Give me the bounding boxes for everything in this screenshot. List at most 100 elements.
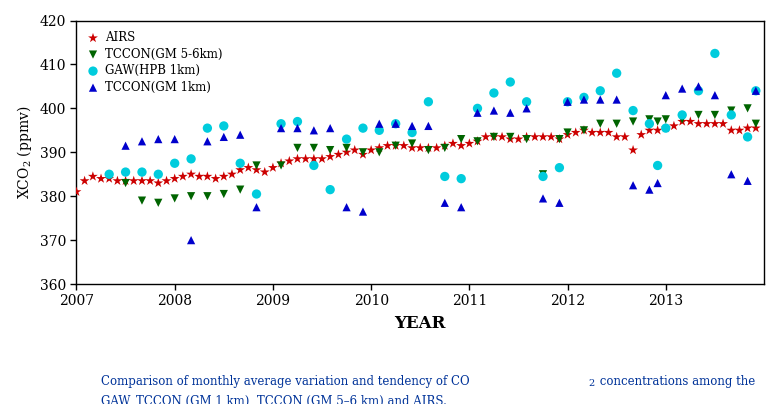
TCCON(GM 1km): [455, 204, 467, 210]
AIRS: [397, 143, 410, 149]
Text: 2: 2: [588, 379, 594, 388]
TCCON(GM 5-6km): [357, 149, 369, 156]
GAW(HPB 1km): [324, 186, 337, 193]
AIRS: [70, 189, 83, 195]
AIRS: [700, 120, 713, 127]
Y-axis label: XCO$_2$ (ppmv): XCO$_2$ (ppmv): [15, 105, 34, 199]
TCCON(GM 1km): [324, 125, 337, 131]
TCCON(GM 1km): [439, 200, 451, 206]
AIRS: [266, 164, 279, 171]
AIRS: [250, 166, 263, 173]
AIRS: [709, 120, 721, 127]
TCCON(GM 1km): [234, 131, 246, 138]
GAW(HPB 1km): [275, 120, 287, 127]
TCCON(GM 1km): [168, 136, 181, 142]
AIRS: [160, 178, 173, 184]
AIRS: [569, 129, 582, 136]
TCCON(GM 1km): [749, 88, 762, 94]
TCCON(GM 1km): [660, 92, 672, 99]
GAW(HPB 1km): [709, 50, 721, 57]
AIRS: [480, 134, 492, 140]
AIRS: [291, 156, 304, 162]
GAW(HPB 1km): [217, 123, 230, 129]
GAW(HPB 1km): [749, 88, 762, 94]
AIRS: [578, 127, 590, 134]
TCCON(GM 1km): [250, 204, 263, 210]
TCCON(GM 5-6km): [693, 112, 705, 118]
TCCON(GM 5-6km): [676, 116, 689, 122]
TCCON(GM 1km): [520, 105, 533, 112]
GAW(HPB 1km): [119, 169, 132, 175]
TCCON(GM 5-6km): [275, 162, 287, 169]
GAW(HPB 1km): [250, 191, 263, 197]
GAW(HPB 1km): [234, 160, 246, 166]
AIRS: [128, 178, 140, 184]
Text: concentrations among the: concentrations among the: [596, 375, 755, 388]
TCCON(GM 5-6km): [119, 180, 132, 186]
TCCON(GM 5-6km): [651, 118, 664, 125]
TCCON(GM 1km): [357, 208, 369, 215]
AIRS: [471, 138, 484, 145]
TCCON(GM 1km): [504, 109, 516, 116]
GAW(HPB 1km): [553, 164, 566, 171]
AIRS: [553, 136, 566, 142]
AIRS: [308, 156, 320, 162]
AIRS: [299, 156, 312, 162]
AIRS: [283, 158, 295, 164]
AIRS: [340, 149, 353, 156]
TCCON(GM 1km): [553, 200, 566, 206]
AIRS: [152, 180, 164, 186]
GAW(HPB 1km): [373, 127, 386, 134]
TCCON(GM 1km): [308, 127, 320, 134]
AIRS: [315, 156, 328, 162]
AIRS: [446, 140, 459, 147]
GAW(HPB 1km): [562, 99, 574, 105]
TCCON(GM 5-6km): [152, 200, 164, 206]
TCCON(GM 1km): [725, 171, 738, 177]
AIRS: [259, 169, 271, 175]
AIRS: [602, 129, 615, 136]
AIRS: [749, 125, 762, 131]
AIRS: [168, 175, 181, 182]
TCCON(GM 5-6km): [471, 138, 484, 145]
GAW(HPB 1km): [578, 94, 590, 101]
TCCON(GM 5-6km): [709, 112, 721, 118]
AIRS: [668, 123, 680, 129]
TCCON(GM 1km): [578, 96, 590, 103]
TCCON(GM 1km): [201, 138, 213, 145]
TCCON(GM 1km): [406, 123, 418, 129]
TCCON(GM 5-6km): [504, 134, 516, 140]
GAW(HPB 1km): [103, 171, 115, 177]
TCCON(GM 5-6km): [308, 145, 320, 151]
GAW(HPB 1km): [725, 112, 738, 118]
GAW(HPB 1km): [471, 105, 484, 112]
TCCON(GM 5-6km): [390, 143, 402, 149]
GAW(HPB 1km): [537, 173, 549, 180]
TCCON(GM 5-6km): [611, 120, 623, 127]
AIRS: [594, 129, 607, 136]
TCCON(GM 5-6km): [217, 191, 230, 197]
TCCON(GM 1km): [340, 204, 353, 210]
GAW(HPB 1km): [390, 120, 402, 127]
TCCON(GM 5-6km): [455, 136, 467, 142]
AIRS: [217, 173, 230, 180]
AIRS: [177, 173, 189, 180]
TCCON(GM 5-6km): [406, 140, 418, 147]
TCCON(GM 1km): [562, 99, 574, 105]
Text: Comparison of monthly average variation and tendency of CO: Comparison of monthly average variation …: [101, 375, 470, 388]
AIRS: [86, 173, 99, 180]
TCCON(GM 1km): [217, 134, 230, 140]
TCCON(GM 1km): [627, 182, 640, 189]
TCCON(GM 1km): [185, 237, 197, 243]
TCCON(GM 5-6km): [749, 120, 762, 127]
GAW(HPB 1km): [693, 88, 705, 94]
GAW(HPB 1km): [308, 162, 320, 169]
GAW(HPB 1km): [611, 70, 623, 76]
AIRS: [95, 175, 108, 182]
TCCON(GM 5-6km): [185, 193, 197, 200]
TCCON(GM 1km): [488, 107, 500, 114]
AIRS: [144, 178, 157, 184]
GAW(HPB 1km): [340, 136, 353, 142]
AIRS: [619, 134, 631, 140]
TCCON(GM 5-6km): [520, 136, 533, 142]
